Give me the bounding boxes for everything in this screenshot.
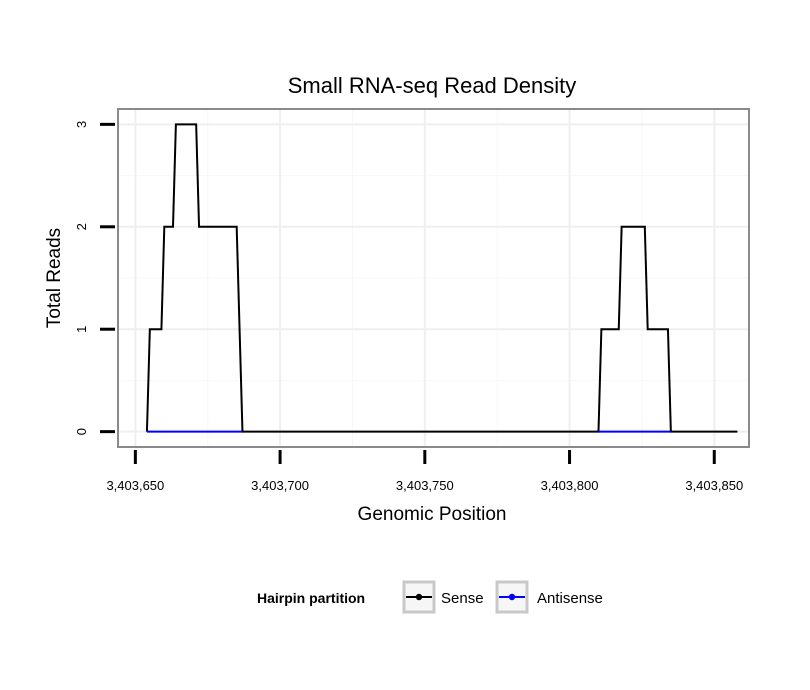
- legend-label-sense: Sense: [441, 590, 484, 607]
- x-axis-title: Genomic Position: [358, 504, 507, 525]
- chart-title: Small RNA-seq Read Density: [288, 73, 577, 98]
- legend-label-antisense: Antisense: [537, 590, 603, 607]
- y-tick-label: 1: [74, 326, 89, 333]
- y-tick-label: 3: [74, 121, 89, 128]
- x-tick-label: 3,403,750: [396, 478, 454, 493]
- panel-border: [117, 108, 750, 448]
- y-axis: 0 1 2 3: [74, 121, 115, 435]
- y-tick-label: 2: [74, 223, 89, 230]
- x-axis: 3,403,650 3,403,700 3,403,750 3,403,800 3,40…: [106, 450, 743, 493]
- legend-point-sense: [415, 593, 423, 601]
- legend-point-antisense: [508, 593, 516, 601]
- series-layer: [145, 123, 738, 433]
- y-tick-label: 0: [74, 428, 89, 435]
- legend-title: Hairpin partition: [257, 590, 365, 606]
- y-axis-title: Total Reads: [44, 228, 65, 328]
- x-tick-label: 3,403,700: [251, 478, 309, 493]
- legend: Hairpin partition Sense Antisense: [257, 580, 603, 614]
- x-tick-label: 3,403,800: [541, 478, 599, 493]
- x-tick-label: 3,403,850: [685, 478, 743, 493]
- grid: [118, 109, 749, 447]
- x-tick-label: 3,403,650: [106, 478, 164, 493]
